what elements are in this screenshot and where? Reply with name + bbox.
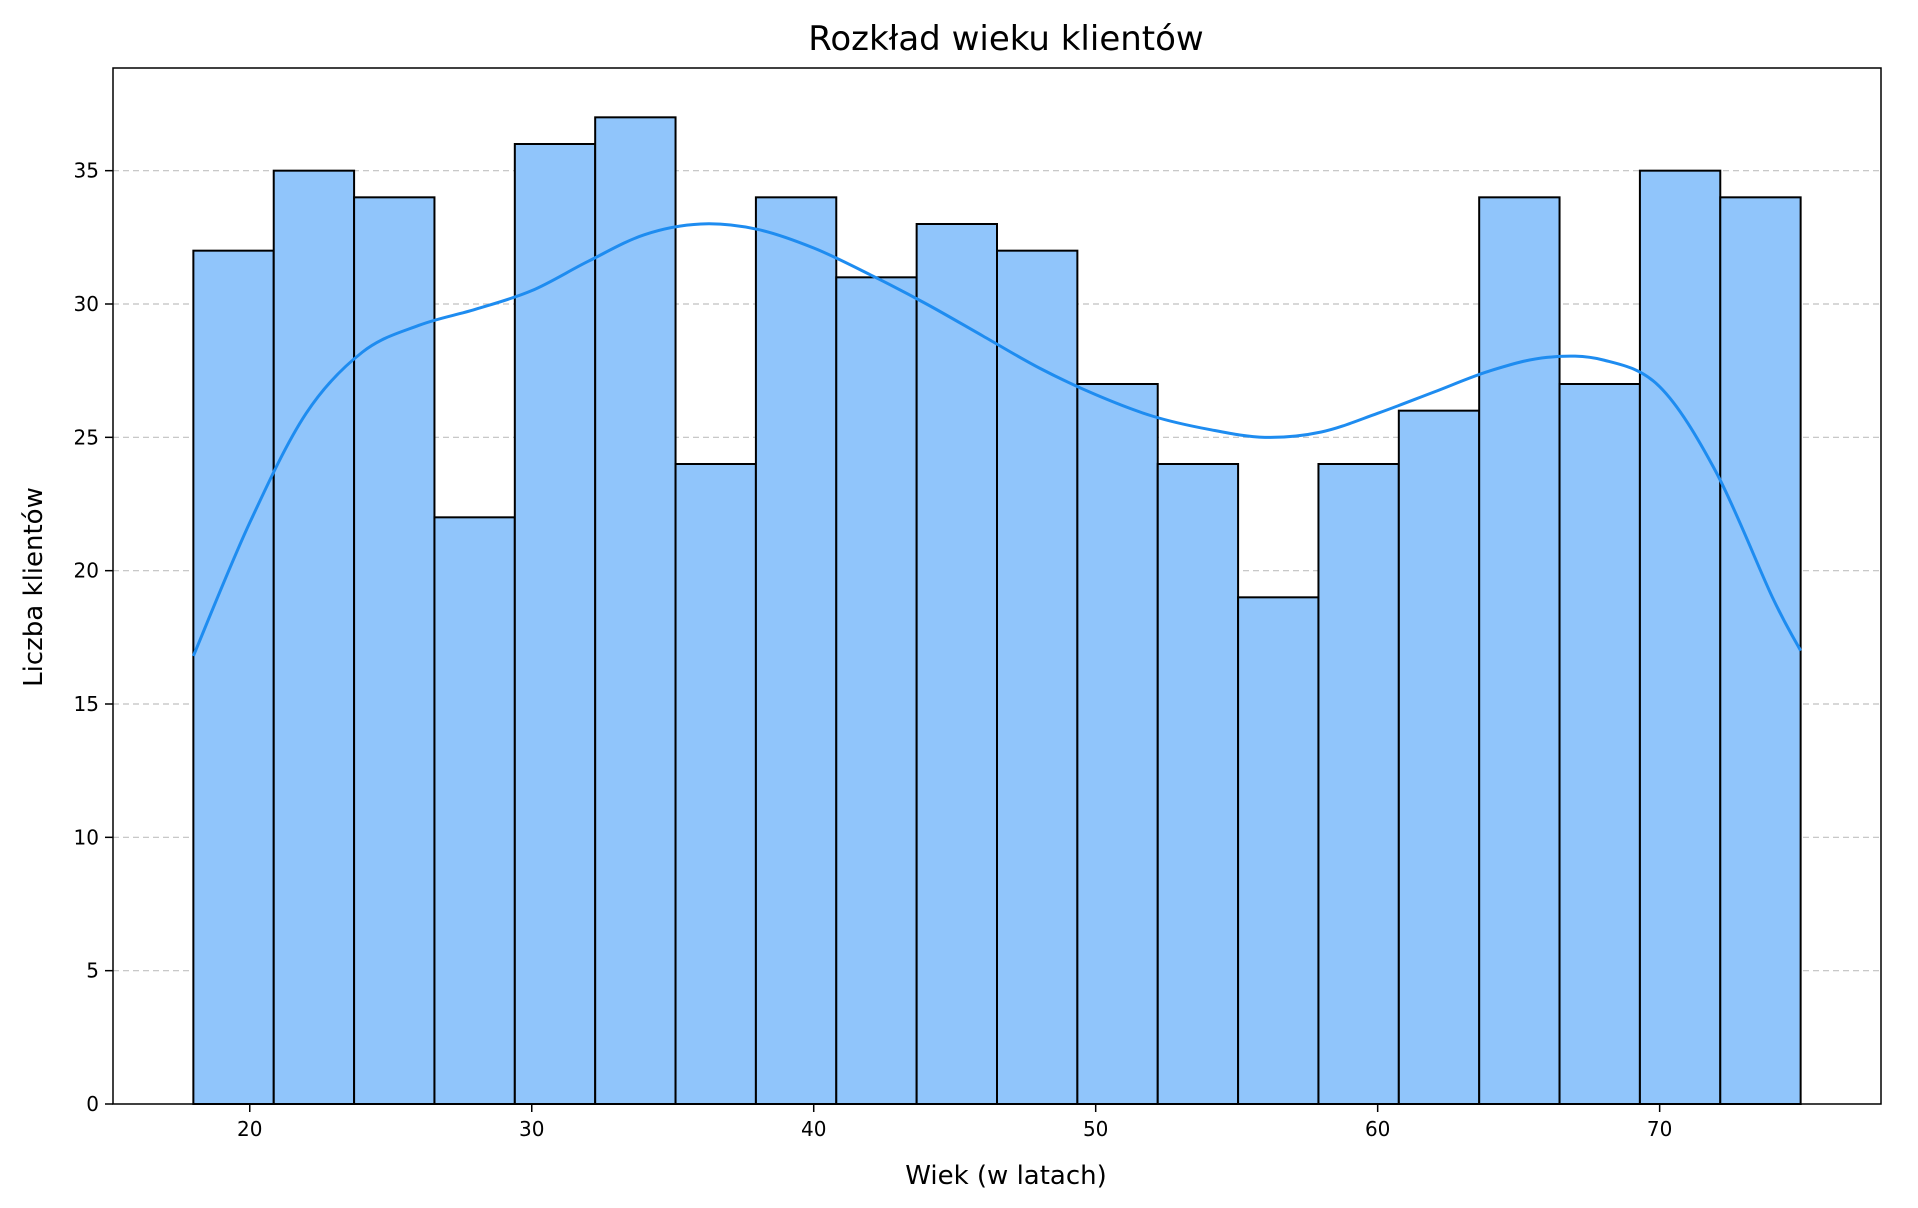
- y-tick-label: 10: [74, 825, 99, 849]
- y-tick-label: 30: [74, 292, 99, 316]
- plot-frame: [112, 67, 1882, 1105]
- y-axis-label: Liczba klientów: [19, 487, 49, 687]
- histogram-bar: [433, 516, 516, 1105]
- x-axis-label: Wiek (w latach): [905, 1161, 1107, 1191]
- histogram-bar: [1237, 596, 1320, 1105]
- histogram-bar: [272, 169, 356, 1105]
- histogram-bar: [996, 249, 1079, 1105]
- y-axis-ticks: 0 5 10 15 20 25 30 35: [74, 159, 113, 1116]
- histogram-bar: [1638, 169, 1722, 1105]
- kde-curve-group: [191, 222, 1802, 657]
- histogram-bar: [1076, 383, 1159, 1105]
- histogram-bar: [192, 249, 275, 1105]
- histogram-bar: [915, 223, 998, 1105]
- y-tick-label: 0: [86, 1092, 99, 1116]
- x-tick-label: 60: [1365, 1117, 1390, 1141]
- x-tick-label: 70: [1647, 1117, 1672, 1141]
- x-axis-ticks: 20 30 40 50 60 70: [237, 1104, 1672, 1141]
- x-tick-label: 20: [237, 1117, 262, 1141]
- x-tick-label: 50: [1083, 1117, 1108, 1141]
- y-tick-label: 35: [74, 159, 99, 183]
- histogram-bar: [1156, 463, 1240, 1105]
- histogram-bar: [1719, 196, 1802, 1106]
- x-tick-label: 30: [519, 1117, 544, 1141]
- histogram-bar: [835, 276, 918, 1106]
- histogram-bar: [594, 116, 677, 1106]
- histogram-bar: [1478, 196, 1561, 1106]
- y-tick-label: 15: [74, 692, 99, 716]
- histogram-bar: [1397, 409, 1481, 1105]
- kde-curve: [191, 222, 1802, 657]
- y-tick-label: 25: [74, 425, 99, 449]
- y-tick-label: 20: [74, 559, 99, 583]
- histogram-bar: [513, 143, 597, 1105]
- histogram-bar: [1558, 383, 1641, 1105]
- histogram-bar: [674, 463, 757, 1105]
- histogram-bar: [1317, 463, 1400, 1105]
- y-tick-label: 5: [86, 959, 99, 983]
- histogram-bar: [754, 196, 838, 1106]
- x-tick-label: 40: [801, 1117, 826, 1141]
- chart-title: Rozkład wieku klientów: [808, 19, 1203, 59]
- histogram-bars: [192, 116, 1802, 1106]
